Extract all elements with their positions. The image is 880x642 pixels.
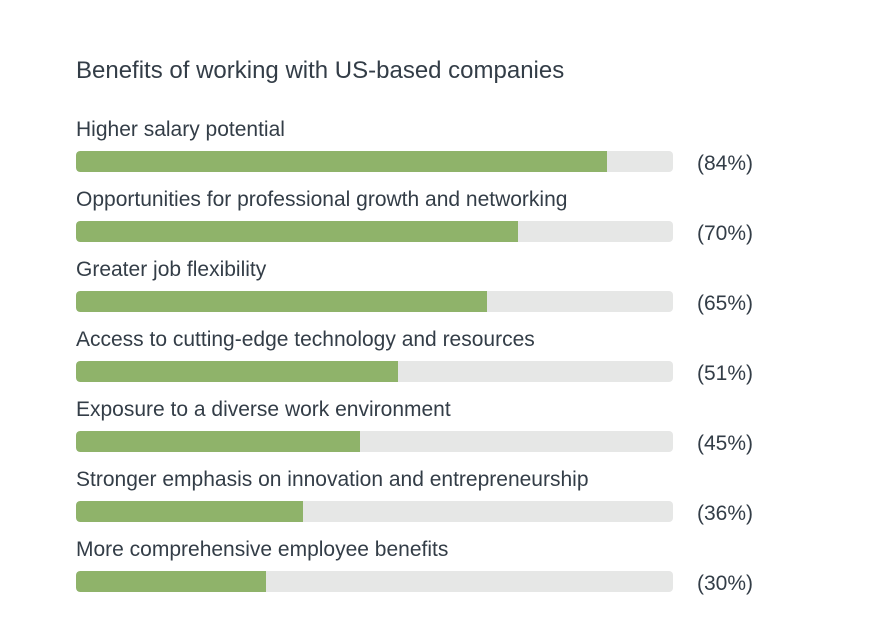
bar-row: More comprehensive employee benefits (30%…	[76, 537, 796, 601]
bar-track	[76, 431, 673, 452]
bar-fill	[76, 571, 266, 592]
bar-value-label: (36%)	[697, 502, 754, 525]
bar-value-label: (51%)	[697, 362, 754, 385]
bar-value-label: (30%)	[697, 572, 754, 595]
bar-fill	[76, 151, 607, 172]
bar-track	[76, 571, 673, 592]
bar-track	[76, 501, 673, 522]
bar-fill	[76, 361, 399, 382]
bar-track	[76, 221, 673, 242]
bar-row: Opportunities for professional growth an…	[76, 187, 796, 251]
bar-fill	[76, 501, 304, 522]
chart-title: Benefits of working with US-based compan…	[76, 57, 565, 84]
bar-value-label: (65%)	[697, 292, 754, 315]
bar-row: Stronger emphasis on innovation and entr…	[76, 467, 796, 531]
bar-fill	[76, 221, 519, 242]
bar-value-label: (45%)	[697, 432, 754, 455]
bar-row: Greater job flexibility (65%)	[76, 257, 796, 321]
bar-fill	[76, 291, 487, 312]
bar-track	[76, 361, 673, 382]
bar-label: Greater job flexibility	[76, 258, 267, 281]
bar-label: More comprehensive employee benefits	[76, 538, 449, 561]
bar-label: Stronger emphasis on innovation and entr…	[76, 468, 589, 491]
bar-label: Opportunities for professional growth an…	[76, 188, 568, 211]
bar-row: Access to cutting-edge technology and re…	[76, 327, 796, 391]
bar-value-label: (70%)	[697, 222, 754, 245]
bar-track	[76, 151, 673, 172]
bar-fill	[76, 431, 361, 452]
bar-row: Higher salary potential (84%)	[76, 117, 796, 181]
bar-label: Exposure to a diverse work environment	[76, 398, 451, 421]
bar-label: Higher salary potential	[76, 118, 285, 141]
bar-track	[76, 291, 673, 312]
bar-label: Access to cutting-edge technology and re…	[76, 328, 535, 351]
bar-row: Exposure to a diverse work environment (4…	[76, 397, 796, 461]
bar-value-label: (84%)	[697, 152, 754, 175]
